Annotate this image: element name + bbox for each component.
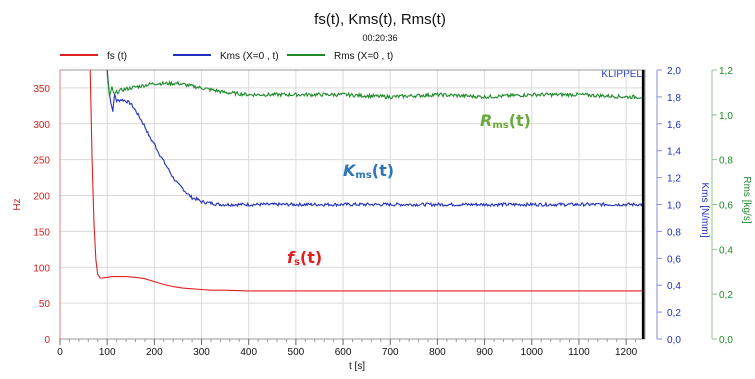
right2-axis-label: Rms [kg/s] xyxy=(741,176,752,223)
x-tick-label: 300 xyxy=(193,347,210,358)
legend: fs (t) Kms (X=0 , t) Rms (X=0 , t) xyxy=(60,51,393,62)
series-group xyxy=(89,69,645,339)
legend-label: fs (t) xyxy=(107,51,127,62)
right1-tick-label: 1,2 xyxy=(667,174,681,185)
right2-tick-label: 0,0 xyxy=(719,335,733,346)
right2-tick-label: 0,4 xyxy=(719,245,733,256)
left-tick-label: 100 xyxy=(33,263,50,274)
annotation-label: fs(t) xyxy=(287,248,322,268)
right1-axis-label: Kms [N/mm] xyxy=(699,183,710,238)
left-tick-label: 200 xyxy=(33,192,50,203)
right2-tick-label: 0,8 xyxy=(719,156,733,167)
right1-tick-label: 1,0 xyxy=(667,201,681,212)
right2-tick-label: 1,2 xyxy=(719,66,733,77)
x-tick-label: 900 xyxy=(476,347,493,358)
right2-tick-label: 1,0 xyxy=(719,111,733,122)
x-tick-label: 0 xyxy=(57,347,63,358)
annotation-label: Kms(t) xyxy=(343,161,394,181)
chart-title: fs(t), Kms(t), Rms(t) xyxy=(314,11,446,28)
left-axis-label: Hz xyxy=(12,198,23,210)
left-tick-label: 350 xyxy=(33,84,50,95)
right1-tick-label: 0,2 xyxy=(667,308,681,319)
x-tick-label: 100 xyxy=(99,347,116,358)
annotations: Rms(t) Kms(t) fs(t) xyxy=(287,111,531,268)
series-line xyxy=(106,69,644,208)
right2-tick-label: 0,2 xyxy=(719,290,733,301)
right1-tick-label: 0,0 xyxy=(667,335,681,346)
x-tick-label: 600 xyxy=(335,347,352,358)
chart-subtitle: 00:20:36 xyxy=(362,33,397,43)
right1-tick-label: 1,8 xyxy=(667,93,681,104)
left-tick-label: 50 xyxy=(39,299,51,310)
series-line xyxy=(89,69,644,292)
x-axis-label: t [s] xyxy=(349,361,365,372)
right1-tick-label: 2,0 xyxy=(667,66,681,77)
legend-label: Kms (X=0 , t) xyxy=(220,51,279,62)
x-tick-label: 800 xyxy=(429,347,446,358)
legend-label: Rms (X=0 , t) xyxy=(334,51,393,62)
x-tick-label: 700 xyxy=(382,347,399,358)
left-tick-label: 150 xyxy=(33,227,50,238)
x-tick-label: 400 xyxy=(240,347,257,358)
axes: 0 100 200 300 400 500 600 700 800 900 1000 1100 1200… xyxy=(12,66,752,358)
x-tick-label: 200 xyxy=(146,347,163,358)
right1-tick-label: 1,6 xyxy=(667,120,681,131)
left-tick-label: 300 xyxy=(33,120,50,131)
right1-tick-label: 0,8 xyxy=(667,227,681,238)
brand-label: KLIPPEL xyxy=(601,69,642,80)
annotation-label: Rms(t) xyxy=(480,111,531,131)
right2-tick-label: 0,6 xyxy=(719,201,733,212)
x-tick-label: 500 xyxy=(288,347,305,358)
x-tick-label: 1000 xyxy=(521,347,544,358)
right1-tick-label: 1,4 xyxy=(667,147,681,158)
left-tick-label: 250 xyxy=(33,156,50,167)
left-tick-label: 0 xyxy=(44,335,50,346)
series-line xyxy=(106,73,644,100)
right1-tick-label: 0,4 xyxy=(667,281,681,292)
x-tick-label: 1200 xyxy=(615,347,638,358)
x-tick-label: 1100 xyxy=(568,347,590,358)
right1-tick-label: 0,6 xyxy=(667,254,681,265)
